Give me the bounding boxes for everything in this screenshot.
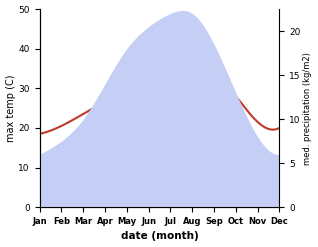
- Y-axis label: max temp (C): max temp (C): [5, 74, 16, 142]
- X-axis label: date (month): date (month): [121, 231, 198, 242]
- Y-axis label: med. precipitation (kg/m2): med. precipitation (kg/m2): [303, 52, 313, 165]
